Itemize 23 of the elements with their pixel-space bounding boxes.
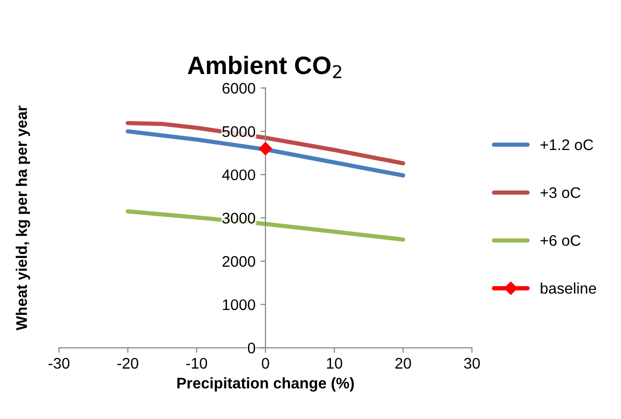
x-axis-title: Precipitation change (%): [177, 377, 354, 392]
x-tick-label: -30: [48, 358, 70, 369]
y-tick-label: 2000: [222, 256, 256, 267]
legend-label: +3 oC: [540, 187, 580, 198]
legend-label: +6 oC: [540, 235, 580, 246]
x-tick-label: 20: [395, 358, 412, 369]
y-tick-label: 1000: [222, 299, 256, 310]
x-tick-label: -10: [186, 358, 208, 369]
y-tick-label: 0: [248, 342, 256, 354]
y-tick-label: 6000: [222, 82, 256, 94]
line-series: [126, 209, 406, 242]
x-tick-label: 30: [464, 358, 480, 369]
x-tick-label: 10: [326, 358, 342, 369]
legend-label: +1.2 oC: [540, 139, 594, 150]
line-series: [126, 120, 406, 166]
y-tick-label: 4000: [222, 169, 256, 180]
y-tick-label: 5000: [222, 126, 256, 137]
legend-label: baseline: [540, 282, 596, 294]
y-axis-title: Wheat yield, kg per ha per year: [16, 106, 30, 330]
chart-title: Ambient CO$_{2}$: [188, 56, 342, 78]
x-tick-label: -20: [117, 358, 138, 369]
x-tick-label: 0: [262, 358, 270, 369]
y-tick-label: 3000: [222, 212, 256, 224]
